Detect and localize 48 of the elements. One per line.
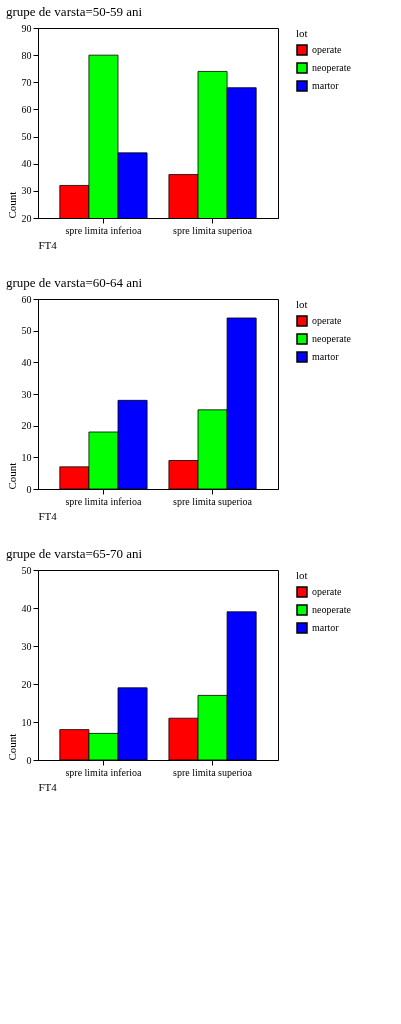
x-axis-title: FT4 — [38, 780, 58, 793]
legend-title: lot — [296, 298, 308, 310]
y-tick-label: 50 — [21, 564, 32, 576]
y-tick-label: 0 — [26, 483, 32, 495]
y-tick-label: 40 — [21, 602, 32, 614]
y-tick-label: 0 — [26, 754, 32, 766]
y-axis-title: Count — [5, 733, 18, 761]
y-tick-label: 10 — [21, 451, 32, 463]
legend-label: martor — [312, 622, 340, 633]
y-axis-title: Count — [5, 462, 18, 490]
y-tick-label: 10 — [21, 716, 32, 728]
legend-label: operate — [312, 44, 342, 55]
legend-title: lot — [296, 569, 308, 581]
y-tick-label: 30 — [21, 640, 32, 652]
x-tick-label: spre limita superioa — [173, 495, 253, 507]
x-axis-title: FT4 — [38, 509, 58, 522]
legend-label: martor — [312, 351, 340, 362]
y-axis-title: Count — [5, 191, 18, 219]
y-tick-label: 20 — [21, 420, 32, 432]
y-tick-label: 50 — [21, 325, 32, 337]
y-tick-label: 30 — [21, 185, 32, 197]
y-tick-label: 40 — [21, 158, 32, 170]
y-tick-label: 20 — [21, 212, 32, 224]
x-tick-label: spre limita inferioa — [65, 766, 143, 778]
x-tick-label: spre limita superioa — [173, 766, 253, 778]
y-tick-label: 30 — [21, 388, 32, 400]
chart-title: grupe de varsta=60-64 ani — [6, 275, 143, 290]
y-tick-label: 50 — [21, 131, 32, 143]
legend-title: lot — [296, 27, 308, 39]
legend-label: martor — [312, 80, 340, 91]
legend-label: operate — [312, 586, 342, 597]
legend-label: neoperate — [312, 62, 352, 73]
y-tick-label: 20 — [21, 678, 32, 690]
y-tick-label: 60 — [21, 103, 32, 115]
legend-label: neoperate — [312, 333, 352, 344]
y-tick-label: 70 — [21, 76, 32, 88]
legend-label: neoperate — [312, 604, 352, 615]
x-tick-label: spre limita superioa — [173, 224, 253, 236]
x-tick-label: spre limita inferioa — [65, 495, 143, 507]
chart-title: grupe de varsta=65-70 ani — [6, 546, 143, 561]
legend-label: operate — [312, 315, 342, 326]
x-axis-title: FT4 — [38, 238, 58, 251]
y-tick-label: 90 — [21, 22, 32, 34]
y-tick-label: 80 — [21, 49, 32, 61]
y-tick-label: 40 — [21, 356, 32, 368]
x-tick-label: spre limita inferioa — [65, 224, 143, 236]
y-tick-label: 60 — [21, 293, 32, 305]
chart-title: grupe de varsta=50-59 ani — [6, 4, 143, 19]
